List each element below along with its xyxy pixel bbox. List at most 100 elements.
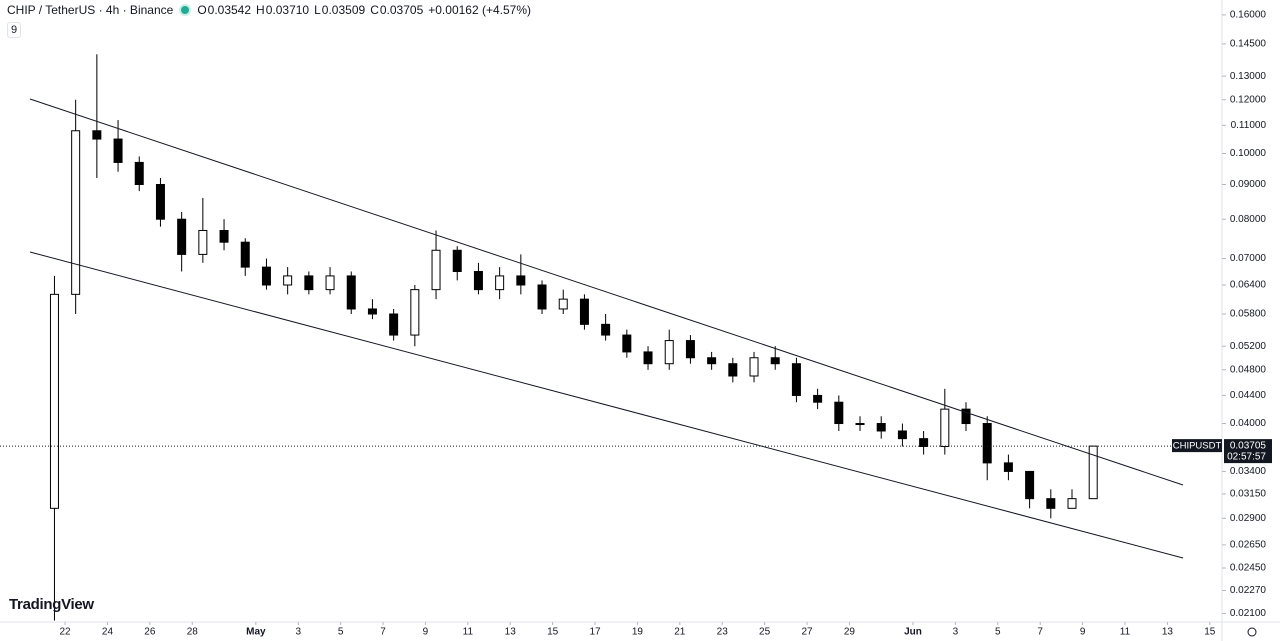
candle-body — [579, 298, 589, 325]
y-tick-label: 0.16000 — [1230, 10, 1267, 21]
y-tick-label: 0.07000 — [1230, 253, 1267, 264]
candle-body — [940, 408, 950, 448]
x-tick-label: 29 — [844, 627, 856, 638]
brand-logo: TradingView — [9, 596, 94, 613]
countdown: 02:57:57 — [1227, 452, 1266, 463]
x-tick-label: 23 — [717, 627, 729, 638]
symbol-tag — [1172, 439, 1222, 453]
y-tick-label: 0.05800 — [1230, 309, 1267, 320]
ohlc-key: L — [314, 3, 321, 17]
y-tick-label: 0.11000 — [1231, 120, 1267, 131]
x-tick-label: 17 — [589, 627, 601, 638]
candle-body — [558, 298, 568, 310]
x-tick-label: 15 — [1204, 627, 1216, 638]
candle-body — [1067, 498, 1077, 509]
candle-body — [325, 275, 335, 291]
candle-body — [622, 334, 632, 353]
candle-body — [198, 229, 208, 255]
y-tick-label: 0.09000 — [1230, 179, 1267, 190]
x-tick-label: 19 — [632, 627, 644, 638]
y-tick-label: 0.03150 — [1230, 489, 1267, 500]
candle-body — [919, 438, 929, 448]
x-tick-label: 3 — [953, 627, 959, 638]
price-tag — [1224, 439, 1272, 464]
ohlc-value: 0.03509 — [321, 3, 366, 17]
candle-body — [495, 275, 505, 291]
candle-body — [664, 340, 674, 365]
x-tick-label: 9 — [1080, 627, 1086, 638]
y-tick-label: 0.06400 — [1230, 280, 1267, 291]
ohlc-key: H — [256, 3, 265, 17]
x-tick-label: 13 — [1162, 627, 1174, 638]
change: +0.00162 (+4.57%) — [428, 3, 531, 17]
indicator-toggle[interactable]: 9 — [7, 22, 22, 38]
candle-body — [92, 130, 102, 140]
x-tick-label: 11 — [463, 627, 474, 638]
ohlc-values: O0.03542 H0.03710 L0.03509 C0.03705 — [197, 3, 428, 17]
x-tick-label: Jun — [904, 627, 922, 638]
candle-body — [134, 161, 144, 185]
candle-body — [240, 241, 250, 268]
y-tick-label: 0.10000 — [1230, 148, 1267, 159]
candle-body — [261, 266, 271, 286]
candle-body — [473, 270, 483, 291]
candle-body — [1046, 498, 1056, 509]
candle-body — [389, 313, 399, 336]
brand-text: TradingView — [9, 596, 94, 613]
ohlc-value: 0.03705 — [379, 3, 424, 17]
x-tick-label: 15 — [547, 627, 559, 638]
candle-body — [897, 430, 907, 440]
x-tick-label: 11 — [1120, 627, 1131, 638]
candle-body — [707, 357, 717, 365]
candle-body — [728, 363, 738, 377]
candle-body — [49, 293, 59, 509]
candle-body — [834, 401, 844, 425]
candle-body — [791, 363, 801, 396]
y-tick-label: 0.02450 — [1230, 563, 1267, 574]
candle-body — [177, 218, 187, 255]
x-tick-label: 28 — [187, 627, 199, 638]
y-tick-label: 0.14500 — [1230, 39, 1267, 50]
candle-body — [537, 284, 547, 310]
y-tick-label: 0.05200 — [1230, 341, 1267, 352]
candle-body — [452, 249, 462, 272]
y-tick-label: 0.02270 — [1230, 585, 1267, 596]
candle-body — [431, 249, 441, 291]
x-tick-label: 24 — [102, 627, 114, 638]
candle-body — [813, 394, 823, 403]
y-tick-label: 0.02650 — [1230, 540, 1267, 551]
y-tick-label: 0.03400 — [1230, 466, 1267, 477]
axes: 0.16000 0.14500 0.13000 0.12000 0.11000 0.100… — [59, 10, 1272, 638]
candle-body — [367, 308, 377, 315]
plot — [0, 54, 1222, 621]
candle-body — [304, 275, 314, 291]
symbol-tag-label: CHIPUSDT — [1173, 441, 1222, 452]
status-dot — [181, 6, 190, 14]
candle-body — [1003, 462, 1013, 472]
x-tick-label: 25 — [759, 627, 771, 638]
x-tick-label: 5 — [338, 627, 344, 638]
y-tick-label: 0.12000 — [1230, 94, 1267, 105]
candle-body — [113, 138, 123, 163]
candle-body — [749, 357, 759, 377]
candle-body — [410, 289, 420, 336]
channel-upper — [29, 98, 1184, 486]
candle-body — [770, 357, 780, 365]
candle-body — [516, 275, 526, 286]
y-tick-label: 0.04800 — [1230, 364, 1267, 375]
ohlc-value: 0.03710 — [265, 3, 310, 17]
x-tick-label: 5 — [995, 627, 1001, 638]
settings-icon[interactable] — [1247, 627, 1257, 637]
y-tick-label: 0.04000 — [1230, 418, 1267, 429]
x-tick-label: 7 — [380, 627, 386, 638]
candle-body — [876, 423, 886, 432]
y-tick-label: 0.08000 — [1230, 214, 1267, 225]
indicator-count: 9 — [11, 24, 18, 36]
symbol-title[interactable]: CHIP / TetherUS · 4h · Binance — [7, 3, 174, 17]
x-tick-label: 7 — [1037, 627, 1043, 638]
candle-body — [346, 275, 356, 310]
candle-body — [961, 408, 971, 425]
candle-body — [1088, 445, 1098, 500]
